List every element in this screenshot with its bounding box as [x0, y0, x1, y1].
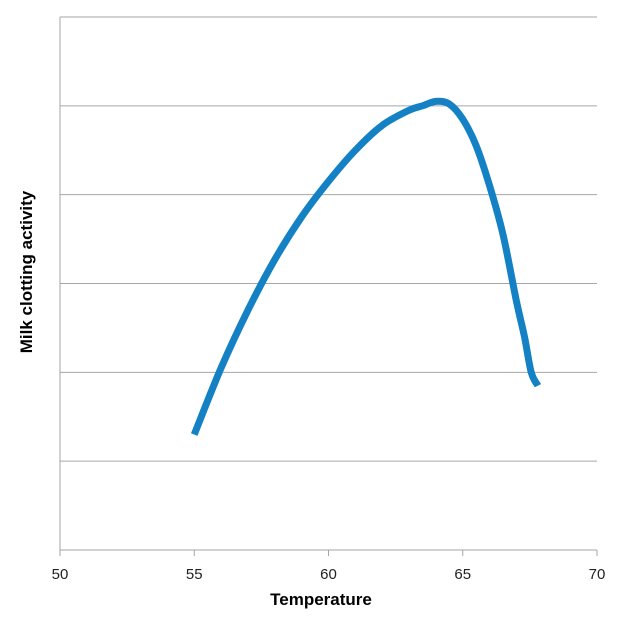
x-tick-label-65: 65 — [454, 566, 471, 583]
x-axis-ticks: 50 55 60 65 70 — [52, 550, 606, 583]
x-tick-label-55: 55 — [186, 566, 203, 583]
series-layer — [191, 97, 542, 436]
series-line-1 — [191, 97, 542, 436]
x-tick-label-60: 60 — [320, 566, 337, 583]
y-axis-title: Milk clotting activity — [17, 190, 36, 353]
gridlines — [60, 16, 597, 462]
x-axis-title: Temperature — [270, 590, 372, 609]
x-tick-label-50: 50 — [52, 566, 69, 583]
x-tick-label-70: 70 — [589, 566, 606, 583]
